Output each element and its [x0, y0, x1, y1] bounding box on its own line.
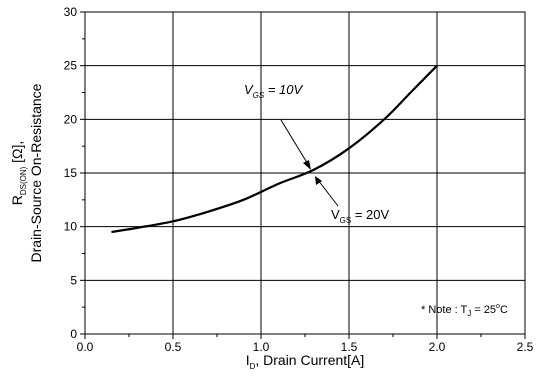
x-tick-label: 0.5: [165, 340, 182, 354]
series-layer: [111, 64, 438, 234]
tick-labels: 0.0 0.5 1.0 1.5 2.0 2.5 0 5 10 15 20 25 30: [64, 5, 534, 354]
ticks: [80, 11, 526, 339]
x-tick-label: 1.0: [253, 340, 270, 354]
y-tick-label: 10: [64, 220, 78, 234]
arrow-10v-line: [280, 119, 310, 167]
x-tick-label: 0.0: [77, 340, 94, 354]
arrow-20v-line: [317, 179, 339, 207]
y-tick-label: 15: [64, 166, 78, 180]
svg-text:VGS = 10V: VGS = 10V: [244, 82, 304, 100]
annotation-vgs-10v: VGS = 10V: [244, 82, 311, 170]
x-tick-label: 2.5: [517, 340, 534, 354]
y-axis-title-line2: Drain-Source On-Resistance: [28, 83, 44, 262]
plot-frame: [84, 11, 526, 335]
temperature-note: * Note : TJ = 25oC: [421, 303, 508, 318]
arrow-10v-head: [303, 160, 311, 170]
series-line: [111, 64, 438, 234]
svg-text:VGS = 20V: VGS = 20V: [331, 207, 390, 225]
x-tick-label: 1.5: [341, 340, 358, 354]
x-tick-label: 2.0: [429, 340, 446, 354]
x-axis-title: ID, Drain Current[A]: [246, 352, 365, 371]
annotation-vgs-20v: VGS = 20V: [315, 176, 390, 225]
y-tick-label: 30: [64, 5, 78, 19]
arrow-20v-head: [315, 176, 322, 185]
grid: [85, 12, 525, 334]
y-axis-title-line1: RDS(ON) [Ω],: [9, 141, 28, 206]
y-tick-label: 20: [64, 112, 78, 126]
y-tick-label: 0: [70, 327, 77, 341]
y-tick-label: 5: [70, 273, 77, 287]
y-tick-label: 25: [64, 59, 78, 73]
